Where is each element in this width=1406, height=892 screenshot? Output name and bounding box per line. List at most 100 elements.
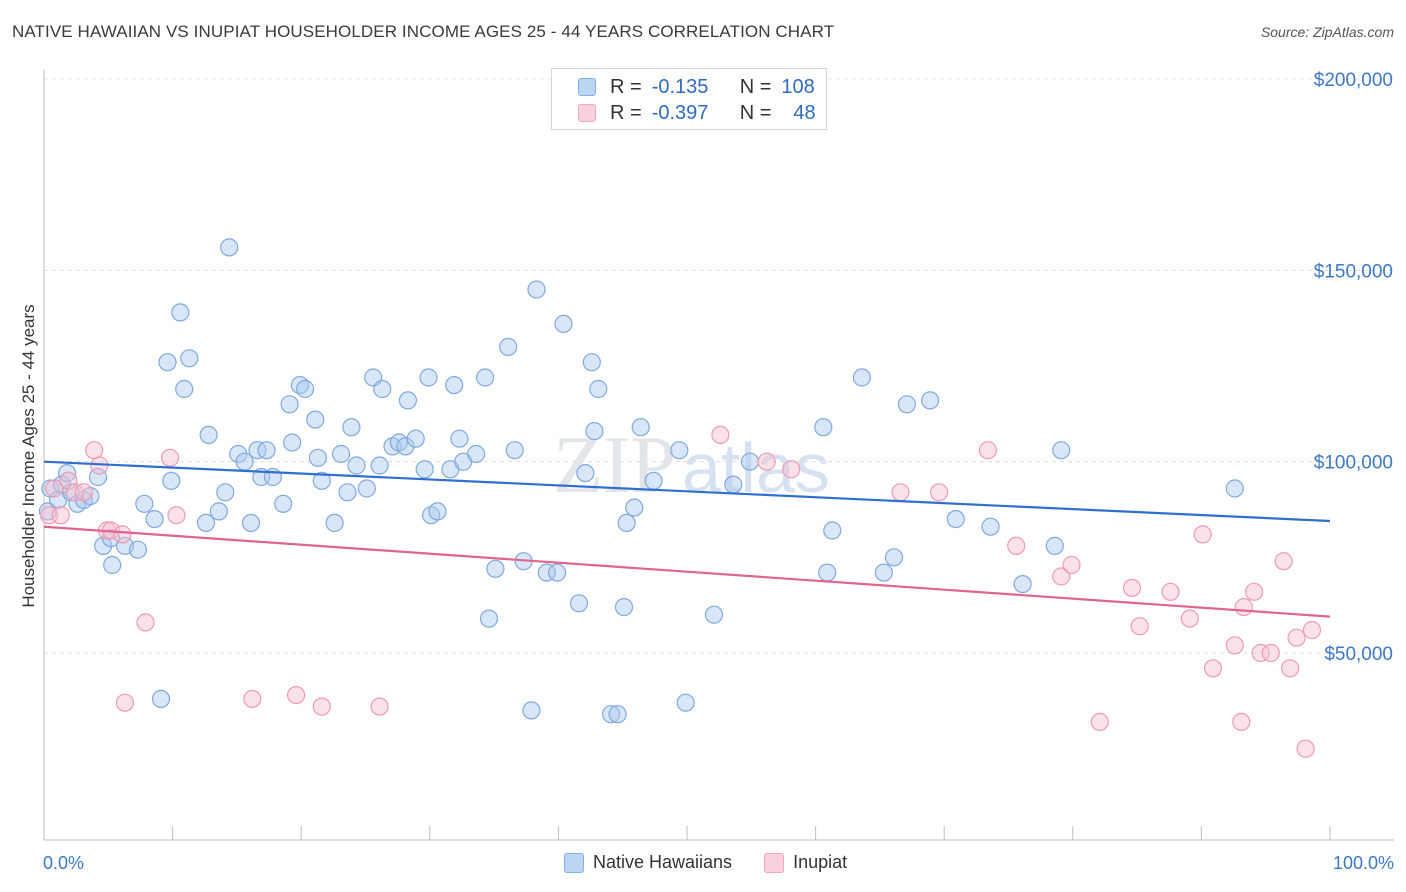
data-point-native-hawaiian [476,368,495,387]
data-point-inupiat [160,448,180,467]
legend-n-label: N = [739,101,772,124]
data-point-native-hawaiian [884,548,904,567]
data-point-inupiat [59,471,78,490]
data-point-inupiat [370,697,389,716]
data-point-native-hawaiian [1013,574,1032,594]
data-point-inupiat [1090,712,1109,732]
series-legend: Native Hawaiians Inupiat [564,852,879,873]
x-tick-label: 0.0% [43,853,84,873]
data-point-inupiat [782,460,801,479]
data-point-inupiat [1261,643,1280,663]
data-point-inupiat [1244,582,1264,601]
data-point-inupiat [929,483,949,502]
data-point-native-hawaiian [145,509,164,529]
data-point-inupiat [45,479,64,498]
data-point-inupiat [113,525,132,544]
data-point-native-hawaiian [537,563,556,582]
y-tick-label: $200,000 [1314,70,1393,91]
data-point-native-hawaiian [601,705,621,724]
data-point-inupiat [891,483,910,502]
axes [43,70,1394,841]
data-point-native-hawaiian [151,689,171,709]
data-point-inupiat [85,441,104,460]
data-point-native-hawaiian [589,379,608,399]
data-point-native-hawaiian [617,513,636,533]
data-point-native-hawaiian [631,418,650,437]
data-point-native-hawaiian [419,368,438,387]
data-point-native-hawaiian [897,395,917,414]
data-point-inupiat [1302,620,1322,640]
data-point-native-hawaiian [569,594,589,613]
data-point-native-hawaiian [332,444,351,464]
data-point-native-hawaiian [209,502,228,521]
data-point-inupiat [1274,552,1293,571]
data-point-native-hawaiian [582,353,601,372]
data-point-native-hawaiian [445,376,464,395]
data-point-inupiat [1122,578,1142,598]
y-axis-label: Householder Income Ages 25 - 44 years [19,304,38,607]
data-point-native-hawaiian [704,605,724,624]
legend-r-value: -0.135 [651,75,709,98]
data-point-inupiat [167,506,186,525]
data-point-native-hawaiian [1225,479,1244,498]
x-tick-labels: 0.0% 100.0% [43,853,1394,873]
data-point-native-hawaiian [196,513,216,533]
data-point-native-hawaiian [814,418,833,437]
data-point-native-hawaiian [241,513,261,533]
data-point-native-hawaiian [450,429,469,448]
data-point-inupiat [1251,643,1270,663]
y-tick-labels: $50,000 $100,000 $150,000 $200,000 [1314,70,1393,665]
data-point-native-hawaiian [216,483,235,502]
data-point-native-hawaiian [220,238,239,257]
data-point-inupiat [1052,567,1071,586]
data-point-inupiat [1130,617,1149,636]
data-point-native-hawaiian [162,471,181,490]
data-point-native-hawaiian [946,509,965,529]
data-point-native-hawaiian [283,433,302,452]
data-point-native-hawaiian [1052,441,1071,460]
data-point-native-hawaiian [415,460,434,479]
data-point-inupiat [1203,659,1223,678]
y-tick-label: $50,000 [1324,644,1393,665]
legend-row-native-hawaiians: R = -0.135 N = 108 [578,74,815,100]
data-point-native-hawaiian [88,467,108,487]
legend-n-value: 48 [793,101,816,124]
data-point-inupiat [978,441,998,460]
legend-item-native-hawaiians[interactable]: Native Hawaiians [564,852,732,873]
data-point-inupiat [1007,536,1026,556]
legend-n-label: N = [739,75,772,98]
data-point-native-hawaiian [670,441,689,460]
data-point-native-hawaiian [135,494,154,513]
watermark-zip: ZIP [553,419,676,510]
data-point-native-hawaiian [370,456,389,475]
data-point-native-hawaiian [94,536,113,556]
data-point-native-hawaiian [818,563,837,582]
data-point-native-hawaiian [280,395,299,414]
data-point-inupiat [757,452,776,471]
legend-swatch-pink [578,104,596,122]
chart-title: NATIVE HAWAIIAN VS INUPIAT HOUSEHOLDER I… [12,22,835,41]
legend-row-inupiat: R = -0.397 N = 48 [578,100,816,126]
legend-swatch-pink [764,852,785,873]
data-point-native-hawaiian [347,456,366,475]
legend-swatch-blue [578,78,596,96]
y-tick-label: $150,000 [1314,261,1393,282]
trend-line-inupiat [43,525,1331,618]
legend-label-native-hawaiians: Native Hawaiians [593,852,733,872]
data-point-native-hawaiian [644,471,663,490]
legend-label-inupiat: Inupiat [793,852,848,872]
data-point-native-hawaiian [823,521,842,540]
data-point-native-hawaiian [175,379,194,399]
data-point-native-hawaiian [128,540,147,559]
data-point-native-hawaiian [342,418,361,437]
data-point-native-hawaiian [479,609,499,628]
legend-item-inupiat[interactable]: Inupiat [764,852,847,873]
data-point-inupiat [74,483,94,502]
data-point-native-hawaiian [486,559,505,578]
data-point-native-hawaiian [1045,536,1064,556]
data-point-native-hawaiian [171,303,190,322]
data-point-native-hawaiian [296,379,315,399]
data-point-inupiat [1062,555,1081,575]
data-point-native-hawaiian [547,563,567,582]
